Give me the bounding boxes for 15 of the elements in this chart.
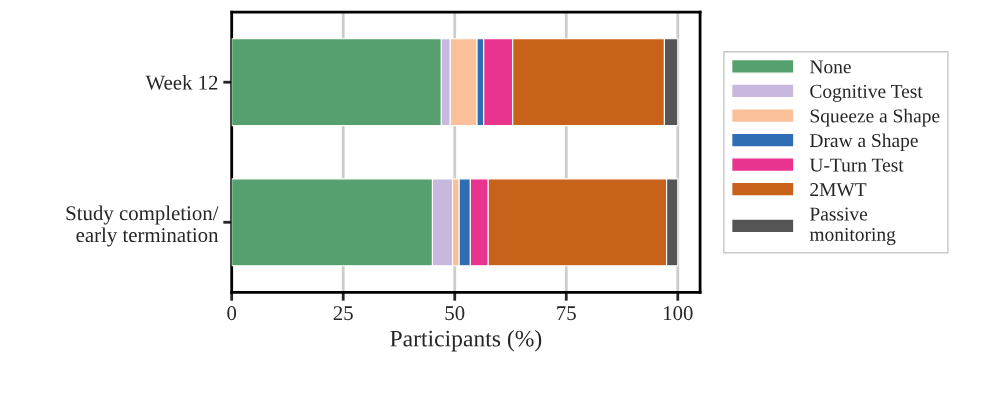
y-tick-label: Study completion/ early termination bbox=[66, 205, 219, 247]
legend-label: 2MWT bbox=[810, 183, 867, 197]
x-tick-label: 0 bbox=[227, 306, 237, 321]
x-tick-label: 25 bbox=[333, 306, 353, 321]
legend-label: Squeeze a Shape bbox=[810, 108, 940, 127]
legend-label: U-Turn Test bbox=[809, 158, 904, 172]
legend-label: Draw a Shape bbox=[809, 133, 918, 152]
legend-label: Cognitive Test bbox=[810, 84, 923, 102]
x-tick-label: 100 bbox=[664, 306, 693, 321]
legend-label: Passive monitoring bbox=[809, 207, 896, 245]
y-tick-label: Week 12 bbox=[145, 74, 218, 90]
x-axis-title: Participants (%) bbox=[390, 329, 542, 352]
legend-label: None bbox=[809, 60, 851, 74]
x-tick-label: 50 bbox=[445, 306, 465, 321]
x-tick-label: 75 bbox=[557, 306, 576, 321]
